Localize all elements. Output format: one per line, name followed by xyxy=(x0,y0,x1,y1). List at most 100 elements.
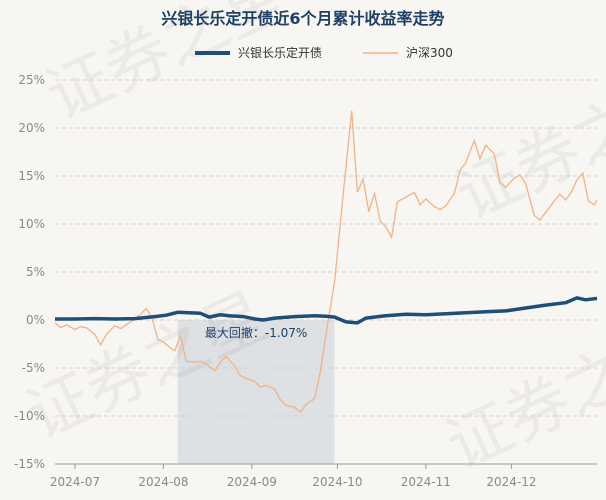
data-point-hs300 xyxy=(174,350,176,352)
data-point-fund xyxy=(345,321,347,323)
data-point-hs300 xyxy=(319,371,321,373)
data-point-fund xyxy=(405,313,407,315)
data-point-hs300 xyxy=(151,317,153,319)
data-point-hs300 xyxy=(80,326,82,328)
data-point-fund xyxy=(200,312,202,314)
data-point-hs300 xyxy=(439,209,441,211)
data-point-fund xyxy=(74,318,76,320)
data-point-hs300 xyxy=(265,384,267,386)
data-point-hs300 xyxy=(539,219,541,221)
data-point-fund xyxy=(188,312,190,314)
data-point-hs300 xyxy=(397,201,399,203)
x-tick-label: 2024-11 xyxy=(401,475,451,489)
data-point-fund xyxy=(314,315,316,317)
data-point-hs300 xyxy=(66,324,68,326)
x-tick-label: 2024-10 xyxy=(312,475,362,489)
data-point-fund xyxy=(177,312,179,314)
data-point-hs300 xyxy=(351,110,353,112)
data-point-hs300 xyxy=(385,226,387,228)
data-point-hs300 xyxy=(576,179,578,181)
data-point-hs300 xyxy=(234,365,236,367)
data-point-fund xyxy=(357,322,359,324)
data-point-hs300 xyxy=(374,192,376,194)
data-point-fund xyxy=(94,318,96,320)
data-point-hs300 xyxy=(114,325,116,327)
data-point-hs300 xyxy=(368,211,370,213)
data-point-hs300 xyxy=(157,338,159,340)
data-point-hs300 xyxy=(519,174,521,176)
data-point-hs300 xyxy=(240,375,242,377)
data-point-hs300 xyxy=(100,344,102,346)
data-point-hs300 xyxy=(94,334,96,336)
x-tick-label: 2024-08 xyxy=(138,475,188,489)
data-point-hs300 xyxy=(54,322,56,324)
data-point-hs300 xyxy=(126,324,128,326)
data-point-fund xyxy=(254,318,256,320)
data-point-hs300 xyxy=(419,204,421,206)
data-point-hs300 xyxy=(434,206,436,208)
data-point-hs300 xyxy=(357,192,359,194)
max-drawdown-label: 最大回撤：-1.07% xyxy=(205,325,307,340)
data-point-fund xyxy=(505,310,507,312)
chart-title: 兴银长乐定开债近6个月累计收益率走势 xyxy=(161,9,444,28)
data-point-fund xyxy=(325,315,327,317)
data-point-hs300 xyxy=(582,172,584,174)
data-point-hs300 xyxy=(274,388,276,390)
data-point-fund xyxy=(576,297,578,299)
data-point-hs300 xyxy=(362,178,364,180)
data-point-fund xyxy=(365,317,367,319)
data-point-fund xyxy=(165,314,167,316)
data-point-hs300 xyxy=(485,144,487,146)
series-line-hs300 xyxy=(54,110,598,414)
legend: 兴银长乐定开债 沪深300 xyxy=(195,45,453,60)
data-point-fund xyxy=(525,307,527,309)
data-point-hs300 xyxy=(205,363,207,365)
y-tick-label: 5% xyxy=(26,265,45,279)
data-point-hs300 xyxy=(545,212,547,214)
data-point-hs300 xyxy=(414,192,416,194)
data-point-hs300 xyxy=(163,341,165,343)
data-point-hs300 xyxy=(180,335,182,337)
y-tick-label: -5% xyxy=(22,361,45,375)
data-point-hs300 xyxy=(120,328,122,330)
legend-label-index: 沪深300 xyxy=(406,46,453,60)
y-tick-label: 10% xyxy=(18,217,45,231)
data-point-hs300 xyxy=(325,334,327,336)
data-point-hs300 xyxy=(214,370,216,372)
data-point-hs300 xyxy=(294,407,296,409)
data-point-hs300 xyxy=(379,220,381,222)
data-point-hs300 xyxy=(479,158,481,160)
data-point-fund xyxy=(220,314,222,316)
data-point-hs300 xyxy=(465,162,467,164)
data-point-hs300 xyxy=(74,329,76,331)
data-point-fund xyxy=(54,318,56,320)
x-tick-label: 2024-12 xyxy=(486,475,536,489)
data-point-hs300 xyxy=(134,318,136,320)
data-point-fund xyxy=(565,302,567,304)
data-point-hs300 xyxy=(145,308,147,310)
data-point-hs300 xyxy=(499,182,501,184)
data-point-hs300 xyxy=(185,360,187,362)
watermark-text: 证券之星 xyxy=(445,59,606,234)
data-point-hs300 xyxy=(525,183,527,185)
data-point-hs300 xyxy=(245,378,247,380)
data-point-hs300 xyxy=(314,398,316,400)
data-point-fund xyxy=(425,314,427,316)
data-point-hs300 xyxy=(106,334,108,336)
data-point-fund xyxy=(274,317,276,319)
legend-label-fund: 兴银长乐定开债 xyxy=(238,45,322,60)
data-point-fund xyxy=(228,315,230,317)
data-point-fund xyxy=(385,315,387,317)
y-tick-label: 15% xyxy=(18,169,45,183)
data-point-fund xyxy=(294,316,296,318)
data-point-fund xyxy=(485,311,487,313)
data-point-hs300 xyxy=(459,169,461,171)
data-point-hs300 xyxy=(334,281,336,283)
watermark-text: 证券之星 xyxy=(435,309,606,484)
series-line-fund xyxy=(55,296,598,325)
max-drawdown-band xyxy=(177,320,335,464)
data-point-hs300 xyxy=(200,360,202,362)
data-point-hs300 xyxy=(593,204,595,206)
data-point-fund xyxy=(585,299,587,301)
